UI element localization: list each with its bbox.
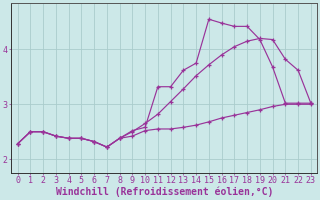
X-axis label: Windchill (Refroidissement éolien,°C): Windchill (Refroidissement éolien,°C) <box>56 187 273 197</box>
